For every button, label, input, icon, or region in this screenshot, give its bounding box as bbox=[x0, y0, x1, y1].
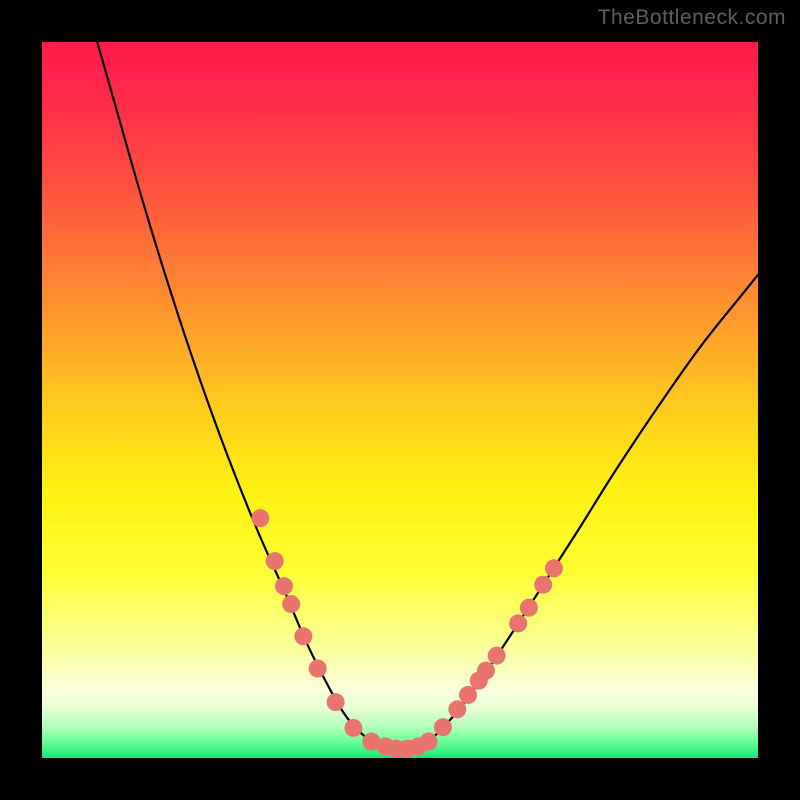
marker-dot bbox=[282, 595, 300, 613]
marker-dot bbox=[294, 627, 312, 645]
marker-dot bbox=[488, 647, 506, 665]
chart-container: TheBottleneck.com bbox=[0, 0, 800, 800]
marker-dot bbox=[275, 577, 293, 595]
marker-dot bbox=[327, 693, 345, 711]
marker-dot bbox=[434, 718, 452, 736]
marker-dot bbox=[477, 662, 495, 680]
plot-area bbox=[42, 42, 758, 758]
marker-dot bbox=[520, 599, 538, 617]
marker-dot bbox=[344, 719, 362, 737]
watermark-text: TheBottleneck.com bbox=[598, 6, 786, 30]
marker-dot bbox=[534, 576, 552, 594]
marker-dot bbox=[309, 660, 327, 678]
marker-dot bbox=[420, 733, 438, 751]
marker-dot bbox=[459, 686, 477, 704]
marker-dot bbox=[448, 700, 466, 718]
marker-dot bbox=[509, 614, 527, 632]
marker-dot bbox=[251, 509, 269, 527]
marker-dot bbox=[545, 559, 563, 577]
gradient-background bbox=[42, 42, 758, 758]
marker-dot bbox=[266, 552, 284, 570]
